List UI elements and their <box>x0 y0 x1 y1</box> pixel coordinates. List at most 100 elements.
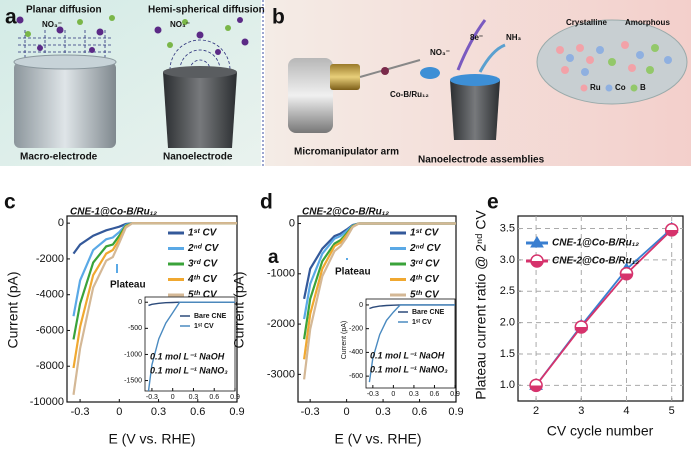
marker <box>574 320 589 334</box>
macro-electrode <box>14 62 116 148</box>
y-tick-label: -2000 <box>267 318 295 330</box>
y-axis-label: Current (pA) <box>341 321 348 360</box>
y-tick-label: -1000 <box>124 351 142 358</box>
series-line <box>72 222 237 395</box>
y-tick-label: 0 <box>289 217 295 229</box>
electrode-assembly <box>450 80 500 140</box>
y-tick-label: -600 <box>349 373 363 380</box>
atoms <box>556 41 672 92</box>
x-tick-label: 0 <box>116 406 122 418</box>
y-tick-label: -1000 <box>267 268 295 280</box>
manipulator-head <box>330 64 360 90</box>
x-tick-label: 0.9 <box>448 406 463 418</box>
x-tick-label: 0.3 <box>409 391 419 398</box>
y-axis-label: Current (pA) <box>231 271 247 348</box>
x-tick-label: 0.9 <box>229 406 244 418</box>
x-tick-label: 0.9 <box>230 394 240 401</box>
x-tick-label: 0 <box>344 406 350 418</box>
panel-letter: d <box>260 191 273 214</box>
condition-note: 0.1 mol L⁻¹ NaNO₃ <box>370 364 448 374</box>
legend-label: 1ˢᵗ CV <box>412 319 432 326</box>
label: NO₃⁻ <box>170 20 190 29</box>
x-axis-label: E (V vs. RHE) <box>334 431 421 447</box>
series-line <box>368 304 455 383</box>
molecules <box>16 15 249 55</box>
label: NO₃⁻ <box>42 20 62 29</box>
panel-letter: a <box>5 6 17 29</box>
label: Hemi-spherical diffusion <box>148 5 265 16</box>
x-tick-label: 3 <box>578 405 584 417</box>
x-tick-label: -0.3 <box>301 406 320 418</box>
legend-label: 2ⁿᵈ CV <box>187 243 220 254</box>
y-axis-label: Plateau current ratio @ 2ⁿᵈ CV <box>473 210 489 400</box>
y-tick-label: 2.5 <box>500 285 515 297</box>
x-tick-label: -0.3 <box>367 391 379 398</box>
y-tick-label: -200 <box>349 326 363 333</box>
legend-label: 5ᵗʰ CV <box>410 290 440 301</box>
label: Amorphous <box>625 18 670 27</box>
condition-note: 0.1 mol L⁻¹ NaOH <box>370 350 445 360</box>
x-axis-label: E (V vs. RHE) <box>108 431 195 447</box>
y-tick-label: -400 <box>349 349 363 356</box>
x-tick-label: 0.3 <box>189 394 199 401</box>
series-line <box>147 301 235 392</box>
x-tick-label: 0.6 <box>190 406 205 418</box>
overlay-letter: a <box>268 247 279 268</box>
x-tick-label: 0.6 <box>209 394 219 401</box>
chart-title: CNE-1@Co-B/Ru₁₂ <box>70 207 157 218</box>
legend-marker <box>530 236 544 248</box>
panel-letter: e <box>487 191 499 214</box>
legend-label: 1ˢᵗ CV <box>410 228 440 239</box>
x-tick-label: 5 <box>669 405 675 417</box>
legend-label: 4ᵗʰ CV <box>187 274 218 285</box>
x-tick-label: 0.3 <box>151 406 166 418</box>
condition-note: 0.1 mol L⁻¹ NaNO₃ <box>150 365 228 375</box>
needle <box>359 59 421 78</box>
legend-label: 1ˢᵗ CV <box>194 323 214 330</box>
y-tick-label: -10000 <box>30 396 64 408</box>
y-tick-label: -500 <box>128 325 142 332</box>
label: Macro-electrode <box>20 152 98 163</box>
catalyst <box>420 67 440 79</box>
legend-label: 1ˢᵗ CV <box>188 228 218 239</box>
panel-letter: c <box>4 191 16 214</box>
y-tick-label: 2.0 <box>500 317 515 329</box>
marker <box>529 378 543 393</box>
legend-label: Ru <box>590 83 601 92</box>
electrode-top <box>163 66 237 78</box>
legend-label: 2ⁿᵈ CV <box>409 243 442 254</box>
legend-label: 3ʳᵈ CV <box>410 259 441 270</box>
condition-note: 0.1 mol L⁻¹ NaOH <box>150 351 225 361</box>
y-tick-label: 0 <box>58 217 64 229</box>
series-line <box>303 222 456 380</box>
legend-label: 5ᵗʰ CV <box>188 290 218 301</box>
legend-label: 4ᵗʰ CV <box>409 274 440 285</box>
legend-label: Bare CNE <box>194 313 227 320</box>
y-tick-label: -1500 <box>124 377 142 384</box>
label: Crystalline <box>566 18 607 27</box>
chart-title: CNE-2@Co-B/Ru₁₂ <box>302 207 389 218</box>
label: 8e⁻ <box>470 33 483 42</box>
y-tick-label: -3000 <box>267 368 295 380</box>
x-tick-label: -0.3 <box>71 406 90 418</box>
y-tick-label: 3.0 <box>500 254 515 266</box>
arrow <box>456 19 487 71</box>
annotation: Plateau <box>335 267 371 278</box>
y-tick-label: -8000 <box>36 360 64 372</box>
manipulator-body <box>288 58 333 133</box>
y-tick-label: -2000 <box>36 253 64 265</box>
y-tick-label: 0 <box>138 299 142 306</box>
x-axis-label: CV cycle number <box>547 423 654 439</box>
x-tick-label: 2 <box>533 405 539 417</box>
y-axis-label: Current (pA) <box>5 271 21 348</box>
x-tick-label: 0.9 <box>450 391 460 398</box>
label: NO₃⁻ <box>430 48 450 57</box>
legend-label: B <box>640 83 646 92</box>
x-tick-label: -0.3 <box>146 394 158 401</box>
legend-marker <box>530 254 544 268</box>
chart: 0 -500 -1000 -1500 -0.3 0 0.3 0.6 0.9 Bare CNE 1ˢᵗ… <box>124 296 240 401</box>
panel-letter: b <box>272 6 285 29</box>
label: NH₃ <box>506 33 522 42</box>
y-tick-label: 0 <box>359 302 363 309</box>
